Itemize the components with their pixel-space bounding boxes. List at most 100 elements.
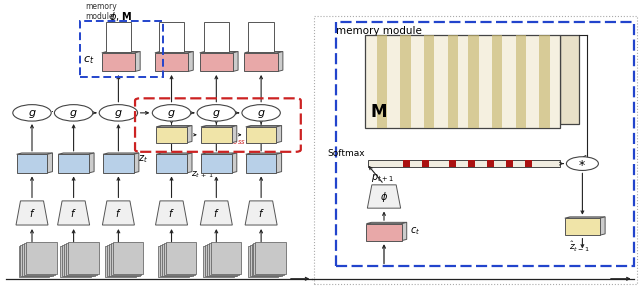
Polygon shape — [156, 201, 188, 225]
Text: $\mathbf{M}$: $\mathbf{M}$ — [370, 103, 387, 121]
FancyBboxPatch shape — [156, 154, 187, 173]
FancyBboxPatch shape — [164, 243, 195, 275]
Polygon shape — [102, 51, 140, 53]
Polygon shape — [135, 51, 140, 71]
FancyBboxPatch shape — [368, 160, 560, 167]
FancyBboxPatch shape — [20, 245, 51, 276]
Polygon shape — [232, 125, 237, 143]
Polygon shape — [201, 125, 237, 127]
FancyBboxPatch shape — [253, 243, 284, 275]
FancyBboxPatch shape — [109, 244, 140, 276]
FancyBboxPatch shape — [468, 160, 475, 167]
Text: $f$: $f$ — [29, 207, 35, 219]
Text: g: g — [212, 108, 220, 118]
FancyBboxPatch shape — [66, 243, 97, 275]
FancyBboxPatch shape — [250, 245, 280, 276]
Polygon shape — [156, 153, 192, 154]
FancyBboxPatch shape — [211, 243, 241, 274]
FancyBboxPatch shape — [111, 243, 141, 275]
Text: $\phi$, $\mathbf{M}$: $\phi$, $\mathbf{M}$ — [109, 10, 132, 24]
FancyBboxPatch shape — [422, 160, 429, 167]
Circle shape — [152, 105, 191, 121]
FancyBboxPatch shape — [60, 246, 91, 277]
Polygon shape — [600, 217, 605, 235]
FancyBboxPatch shape — [201, 154, 232, 173]
Polygon shape — [103, 153, 139, 154]
Polygon shape — [89, 153, 94, 173]
Polygon shape — [276, 125, 282, 143]
FancyBboxPatch shape — [24, 243, 55, 275]
FancyBboxPatch shape — [449, 160, 456, 167]
Polygon shape — [156, 125, 192, 127]
FancyBboxPatch shape — [506, 160, 513, 167]
FancyBboxPatch shape — [113, 243, 143, 274]
FancyBboxPatch shape — [200, 53, 233, 71]
Text: g: g — [168, 108, 175, 118]
Polygon shape — [187, 125, 192, 143]
FancyBboxPatch shape — [516, 35, 526, 128]
Polygon shape — [402, 222, 407, 241]
Polygon shape — [246, 125, 282, 127]
FancyBboxPatch shape — [565, 218, 600, 235]
FancyBboxPatch shape — [248, 246, 278, 277]
Polygon shape — [188, 51, 193, 71]
FancyBboxPatch shape — [26, 243, 57, 274]
Polygon shape — [367, 185, 401, 208]
FancyBboxPatch shape — [159, 22, 184, 52]
Polygon shape — [187, 153, 192, 173]
FancyBboxPatch shape — [424, 35, 434, 128]
FancyBboxPatch shape — [468, 35, 479, 128]
FancyBboxPatch shape — [248, 22, 274, 52]
Text: g: g — [257, 108, 265, 118]
Text: $\hat{z}_{t\!+\!1}$: $\hat{z}_{t\!+\!1}$ — [163, 106, 180, 120]
Polygon shape — [102, 201, 134, 225]
Polygon shape — [366, 222, 407, 224]
FancyBboxPatch shape — [246, 154, 276, 173]
Polygon shape — [47, 153, 52, 173]
FancyBboxPatch shape — [207, 244, 237, 276]
FancyBboxPatch shape — [540, 35, 550, 128]
Polygon shape — [565, 217, 605, 218]
FancyBboxPatch shape — [203, 246, 234, 277]
Text: $x_t$: $x_t$ — [120, 264, 131, 276]
FancyBboxPatch shape — [64, 244, 95, 276]
FancyBboxPatch shape — [487, 160, 494, 167]
Text: $f$: $f$ — [115, 207, 122, 219]
FancyBboxPatch shape — [62, 245, 93, 276]
Text: g: g — [70, 108, 77, 118]
FancyBboxPatch shape — [560, 35, 579, 124]
FancyBboxPatch shape — [102, 53, 135, 71]
FancyBboxPatch shape — [166, 243, 196, 274]
Text: g: g — [115, 108, 122, 118]
Polygon shape — [58, 153, 94, 154]
Polygon shape — [232, 153, 237, 173]
Polygon shape — [233, 51, 238, 71]
Polygon shape — [246, 153, 282, 154]
Text: $\hat{z}_{t-1}$: $\hat{z}_{t-1}$ — [569, 240, 589, 254]
Text: $*$: $*$ — [579, 157, 586, 170]
Text: $f$: $f$ — [168, 207, 175, 219]
FancyBboxPatch shape — [107, 245, 138, 276]
Polygon shape — [134, 153, 139, 173]
FancyBboxPatch shape — [492, 35, 502, 128]
FancyBboxPatch shape — [252, 244, 282, 276]
Text: ·  ·  ·: · · · — [40, 107, 65, 117]
Polygon shape — [200, 201, 232, 225]
FancyBboxPatch shape — [365, 35, 560, 128]
FancyBboxPatch shape — [158, 246, 189, 277]
Text: $\mathit{c}_t$: $\mathit{c}_t$ — [410, 225, 420, 237]
Text: $\phi$: $\phi$ — [380, 189, 388, 203]
FancyBboxPatch shape — [400, 35, 410, 128]
Polygon shape — [200, 51, 238, 53]
Polygon shape — [16, 201, 48, 225]
FancyBboxPatch shape — [106, 22, 131, 52]
FancyBboxPatch shape — [201, 127, 232, 143]
Text: memory
module: memory module — [85, 2, 117, 21]
Text: $f$: $f$ — [213, 207, 220, 219]
FancyBboxPatch shape — [403, 160, 410, 167]
Text: Softmax: Softmax — [327, 150, 365, 158]
Polygon shape — [276, 153, 282, 173]
Polygon shape — [58, 201, 90, 225]
Text: $\mathcal{L}_{oss}$: $\mathcal{L}_{oss}$ — [226, 135, 246, 148]
FancyBboxPatch shape — [19, 246, 49, 277]
